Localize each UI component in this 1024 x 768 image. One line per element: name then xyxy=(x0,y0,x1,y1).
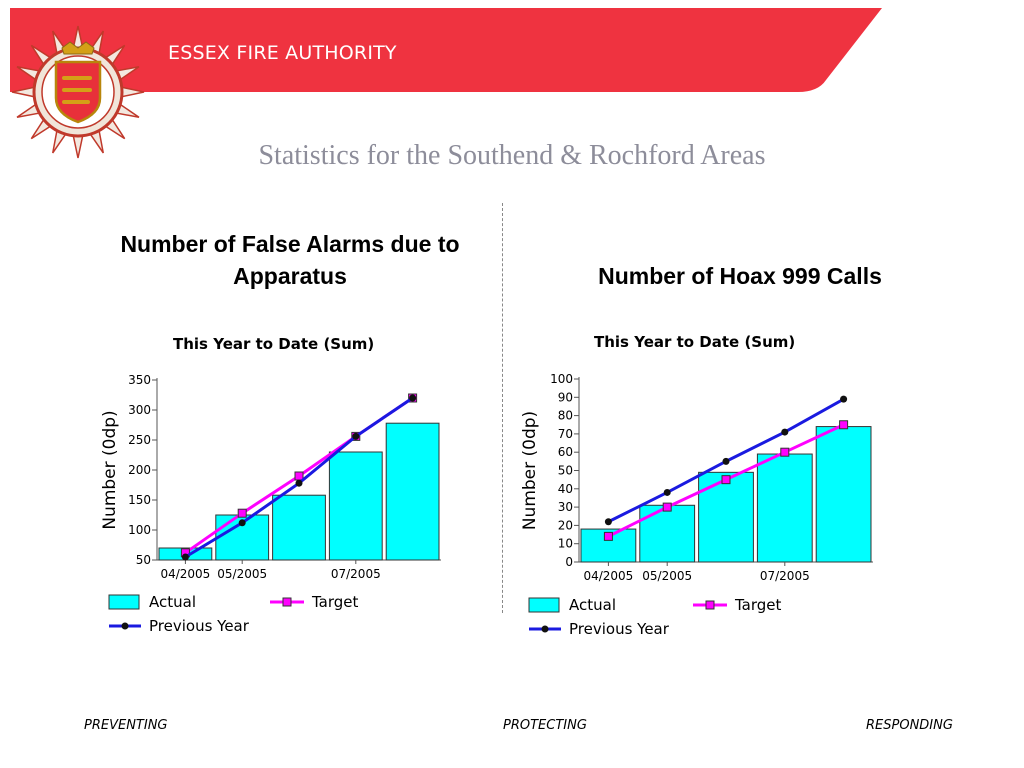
essex-fire-crest-logo xyxy=(11,25,145,159)
hx-bar-actual xyxy=(756,453,813,563)
fa-legend-marker-target xyxy=(282,597,292,607)
hx-point-previous-year xyxy=(604,518,612,526)
fa-legend-label-actual: Actual xyxy=(149,593,196,611)
hx-legend-label-actual: Actual xyxy=(569,596,616,614)
fa-y-tick-label: 100 xyxy=(128,523,151,537)
dashed-divider xyxy=(502,203,503,613)
fa-legend-marker-previous xyxy=(121,622,129,630)
fa-legend-swatch-actual xyxy=(108,594,140,610)
org-name: ESSEX FIRE AUTHORITY xyxy=(168,42,397,64)
footer-preventing: PREVENTING xyxy=(84,718,168,733)
fa-point-previous-year xyxy=(409,394,417,402)
hx-point-previous-year xyxy=(840,395,848,403)
hx-bar-actual xyxy=(639,504,696,563)
hx-point-previous-year xyxy=(781,428,789,436)
hx-point-previous-year xyxy=(663,488,671,496)
red-banner-shape xyxy=(10,8,882,92)
fa-point-previous-year xyxy=(181,553,189,561)
hoax-calls-chart: This Year to Date (Sum) Number (0dp) 0 10 20… xyxy=(520,333,873,638)
fa-point-target xyxy=(294,471,304,481)
hx-y-tick-label: 80 xyxy=(558,409,573,423)
hx-bar-actual xyxy=(815,426,872,563)
hx-legend-swatch-actual xyxy=(528,597,560,613)
hx-legend-marker-target xyxy=(705,600,715,610)
footer-responding: RESPONDING xyxy=(866,718,953,733)
page-subtitle: Statistics for the Southend & Rochford A… xyxy=(258,140,766,171)
fa-plot-title: This Year to Date (Sum) xyxy=(173,335,374,353)
fa-x-tick-label: 05/2005 xyxy=(217,567,267,581)
fa-point-previous-year xyxy=(295,479,303,487)
fa-y-tick-label: 300 xyxy=(128,403,151,417)
hx-x-tick-label: 07/2005 xyxy=(760,569,810,583)
fa-y-tick-label: 350 xyxy=(128,373,151,387)
hx-x-tick-label: 04/2005 xyxy=(583,569,633,583)
fa-y-tick-label: 200 xyxy=(128,463,151,477)
hx-point-target xyxy=(603,531,613,541)
hx-point-target xyxy=(721,475,731,485)
fa-bar-actual xyxy=(272,494,326,561)
chart-heading-hoax-calls: Number of Hoax 999 Calls xyxy=(598,263,882,289)
hx-bar-actual xyxy=(698,471,754,563)
hx-y-tick-label: 50 xyxy=(558,464,573,478)
fa-y-axis-label: Number (0dp) xyxy=(100,410,120,529)
false-alarms-chart: This Year to Date (Sum) Number (0dp) 50 100… xyxy=(100,335,441,635)
fa-legend-label-target: Target xyxy=(311,593,359,611)
footer-protecting: PROTECTING xyxy=(503,718,587,733)
fa-y-tick-label: 50 xyxy=(136,553,151,567)
fa-x-tick-label: 04/2005 xyxy=(160,567,210,581)
hx-point-target xyxy=(780,447,790,457)
chart-heading-false-alarms: Number of False Alarms due to Apparatus xyxy=(120,231,460,289)
header-banner xyxy=(10,8,882,159)
hx-point-target xyxy=(839,420,849,430)
fa-y-tick-label: 250 xyxy=(128,433,151,447)
fa-bar-actual xyxy=(385,422,440,561)
hx-legend-label-target: Target xyxy=(734,596,782,614)
hx-legend-label-previous: Previous Year xyxy=(569,620,670,638)
hx-x-tick-label: 05/2005 xyxy=(642,569,692,583)
hx-point-target xyxy=(662,502,672,512)
hx-point-previous-year xyxy=(722,457,730,465)
hx-y-tick-label: 40 xyxy=(558,482,573,496)
hx-y-tick-label: 10 xyxy=(558,537,573,551)
hx-legend-marker-previous xyxy=(541,625,549,633)
fa-point-previous-year xyxy=(352,432,360,440)
hx-y-axis-label: Number (0dp) xyxy=(520,411,540,530)
fa-legend-label-previous: Previous Year xyxy=(149,617,250,635)
fa-y-tick-label: 150 xyxy=(128,493,151,507)
hx-y-tick-label: 60 xyxy=(558,445,573,459)
fa-point-previous-year xyxy=(238,519,246,527)
hx-y-tick-label: 30 xyxy=(558,500,573,514)
hx-y-tick-label: 90 xyxy=(558,390,573,404)
fa-point-target xyxy=(237,508,247,518)
fa-x-tick-label: 07/2005 xyxy=(331,567,381,581)
hx-y-tick-label: 0 xyxy=(565,555,573,569)
fa-bar-actual xyxy=(328,451,383,561)
hx-y-tick-label: 20 xyxy=(558,518,573,532)
hx-y-tick-label: 70 xyxy=(558,427,573,441)
hx-plot-title: This Year to Date (Sum) xyxy=(594,333,795,351)
hx-y-tick-label: 100 xyxy=(550,372,573,386)
